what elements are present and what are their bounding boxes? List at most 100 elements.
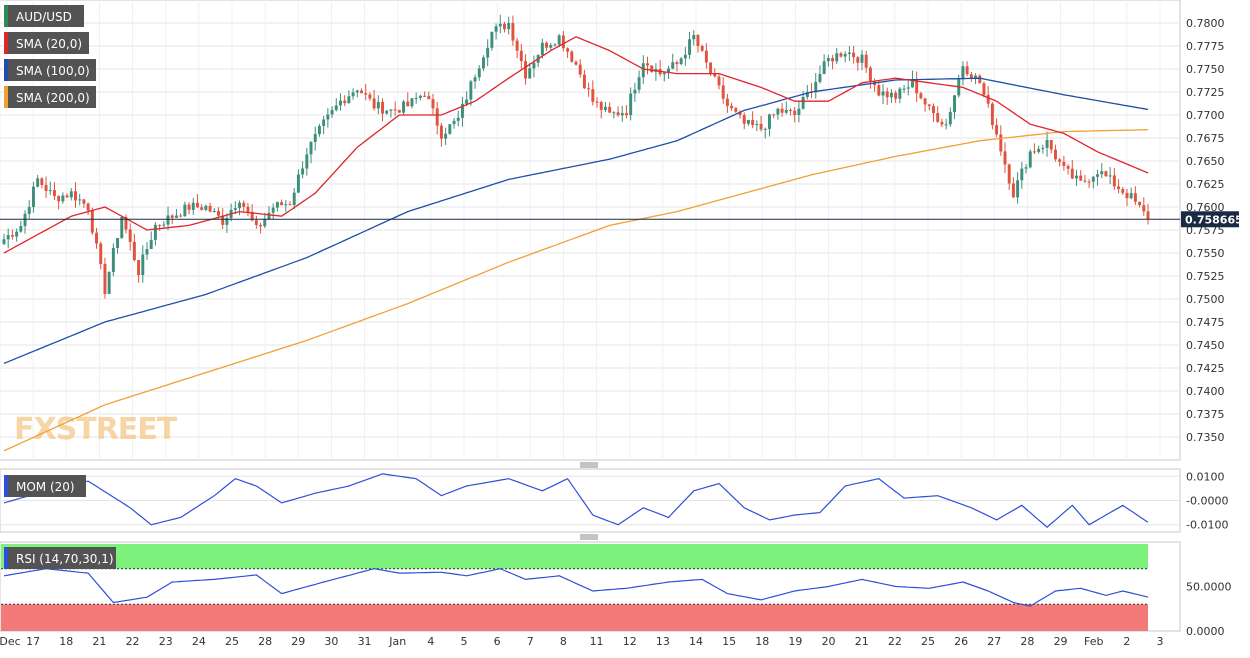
legend-sma20[interactable]: SMA (20,0) [4,32,89,54]
candle-body [881,91,885,96]
candle-body [343,100,347,104]
candle-body [1028,151,1032,168]
candle-body [906,87,910,89]
candle-body [570,51,574,62]
candle-body [61,195,65,202]
candle-body [1070,168,1074,179]
candle-body [692,35,696,40]
candle-body [894,92,898,99]
candle-body [612,112,616,114]
candle-body [734,108,738,112]
splitter-handle-rsi[interactable] [580,534,598,540]
candle-body [746,119,750,124]
x-tick-label: 14 [689,635,703,648]
candle-body [132,241,136,261]
candle-body [847,52,851,54]
candle-body [1083,180,1087,182]
candle-body [402,101,406,113]
x-tick-label: 25 [225,635,239,648]
x-tick-label: Dec [0,635,21,648]
sma100-line [3,77,1149,365]
legend-sma100[interactable]: SMA (100,0) [4,59,96,81]
candle-body [418,95,422,98]
candle-body [48,190,52,192]
candle-body [688,39,692,55]
candle-body [633,89,637,94]
candle-body [254,220,258,225]
candle-body [174,215,178,218]
candle-body [561,35,565,49]
candle-body [15,231,19,237]
candle-body [772,114,776,116]
candle-body [1024,167,1028,169]
x-tick-label: 8 [560,635,567,648]
candle-body [322,119,326,126]
candle-body [793,110,797,115]
svg-text:RSI (14,70,30,1): RSI (14,70,30,1) [16,552,114,566]
legend-rsi[interactable]: RSI (14,70,30,1) [4,547,116,569]
candle-body [902,88,906,90]
splitter-handle-mom[interactable] [580,462,598,468]
price-tick-label: 0.7500 [1186,293,1225,306]
candle-body [86,203,90,211]
legend-mom[interactable]: MOM (20) [4,475,86,497]
candle-body [889,92,893,98]
candle-body [1058,159,1062,162]
candle-body [90,210,94,233]
candle-body [856,57,860,63]
candle-body [153,224,157,240]
candle-body [477,68,481,78]
candle-body [246,206,250,212]
candle-body [69,191,73,198]
candle-body [191,202,195,210]
candle-body [507,23,511,30]
candle-body [364,93,368,95]
candle-body [296,174,300,193]
candle-body [667,68,671,73]
candle-body [1091,176,1095,182]
candle-body [919,93,923,99]
x-tick-label: 4 [427,635,434,648]
candle-body [309,141,313,155]
candle-body [10,235,14,237]
candle-body [885,91,889,98]
candle-body [1104,171,1108,177]
x-tick-label: 18 [59,635,73,648]
x-tick-label: Feb [1084,635,1103,648]
candle-body [843,53,847,57]
candle-body [1020,168,1024,181]
candle-body [780,108,784,113]
candle-body [608,106,612,113]
candle-body [116,238,120,248]
candle-body [275,202,279,208]
candle-body [389,109,393,111]
candle-body [595,101,599,103]
candle-body [427,96,431,100]
x-tick-label: 31 [358,635,372,648]
candle-body [713,74,717,77]
candle-body [52,190,56,197]
candle-body [1049,140,1053,150]
mom-tick-label: -0.0000 [1186,495,1228,508]
legend-symbol[interactable]: AUD/USD [4,5,84,27]
rsi-tick-label: 50.0000 [1186,581,1232,594]
x-tick-label: 29 [1054,635,1068,648]
candle-body [721,85,725,99]
price-tick-label: 0.7425 [1186,362,1225,375]
candle-body [725,98,729,106]
candle-body [456,117,460,121]
rsi-overbought-zone [1,544,1148,569]
candle-body [1079,175,1083,181]
legend-sma200[interactable]: SMA (200,0) [4,86,96,108]
x-tick-label: 6 [494,635,501,648]
price-tick-label: 0.7600 [1186,201,1225,214]
candle-body [709,62,713,75]
candle-body [27,207,31,214]
candle-body [898,88,902,99]
x-tick-label: 20 [822,635,836,648]
candle-body [74,191,77,201]
x-tick-label: 26 [954,635,968,648]
x-tick-label: 17 [26,635,40,648]
candle-body [393,109,397,111]
